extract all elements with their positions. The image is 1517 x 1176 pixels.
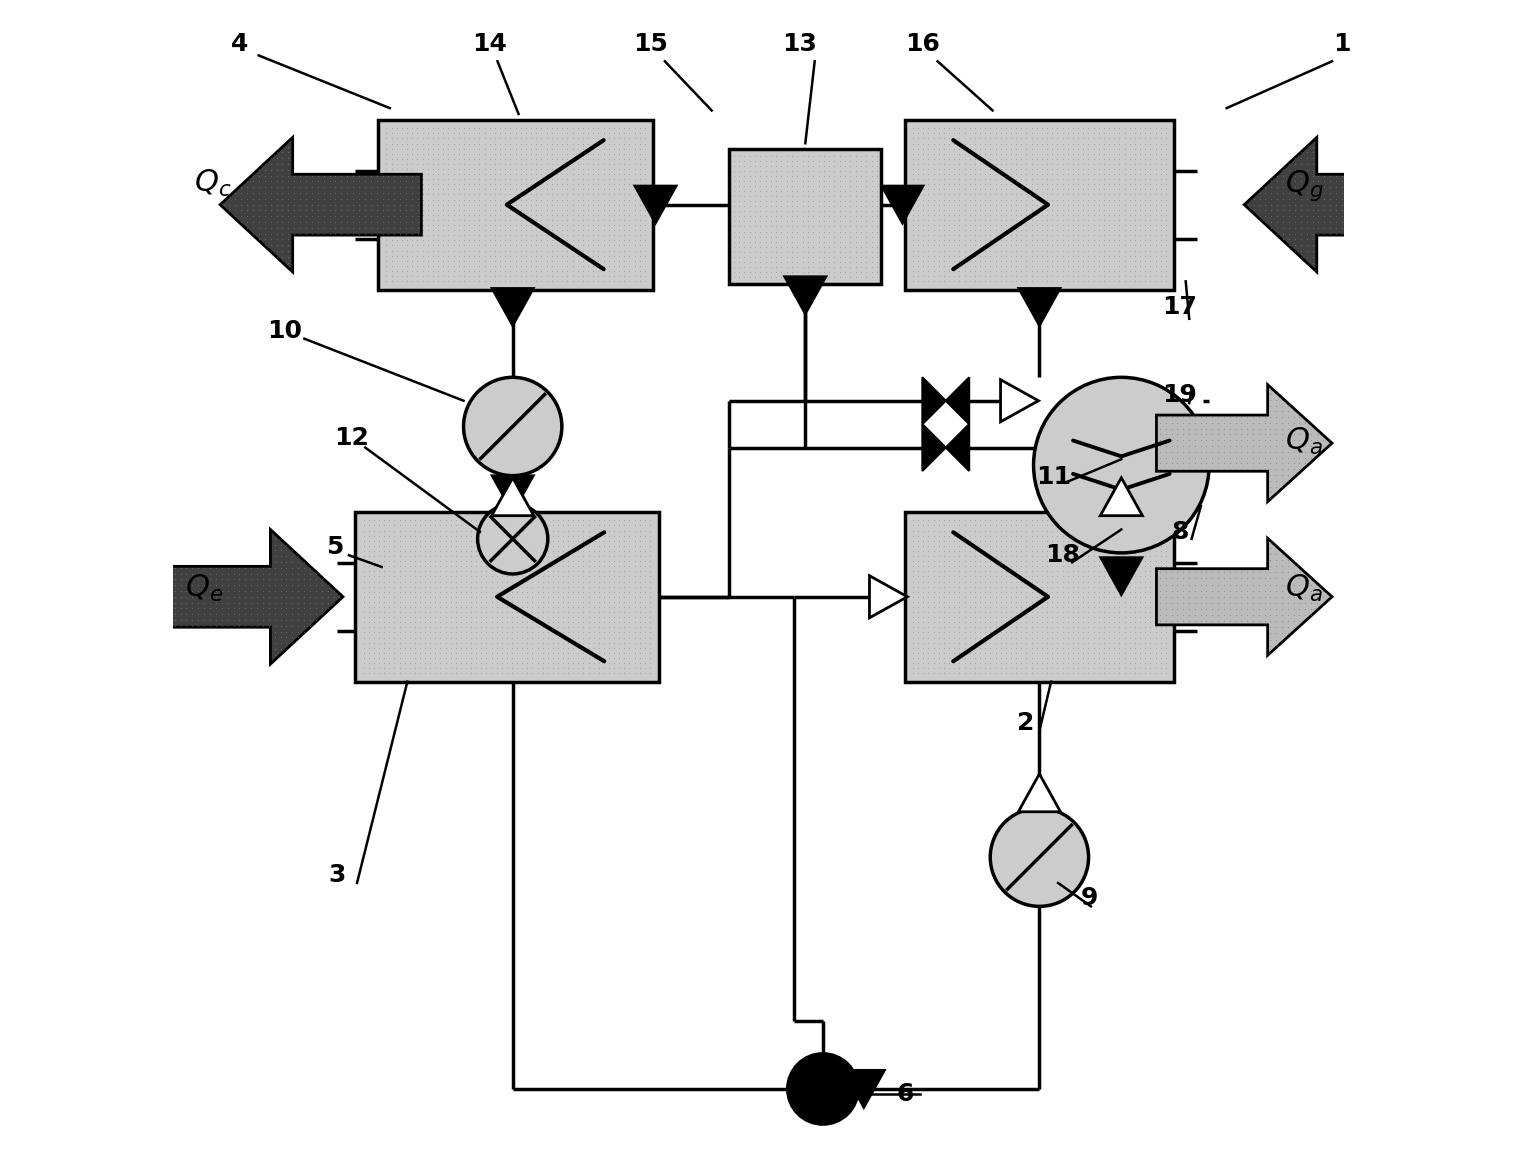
Text: 10: 10 (267, 319, 302, 342)
Polygon shape (1100, 557, 1142, 595)
Bar (904, 512, 1174, 682)
Polygon shape (869, 576, 907, 617)
Text: 5: 5 (326, 535, 343, 559)
Polygon shape (1100, 477, 1142, 515)
Circle shape (1033, 377, 1209, 553)
Text: 12: 12 (334, 426, 369, 450)
Text: 4: 4 (231, 32, 249, 55)
Circle shape (478, 503, 548, 574)
Polygon shape (492, 475, 534, 514)
Polygon shape (1244, 138, 1446, 272)
Text: 15: 15 (634, 32, 669, 55)
Circle shape (464, 377, 561, 475)
Text: 11: 11 (1036, 465, 1071, 489)
Bar (730, 149, 881, 283)
Polygon shape (843, 1070, 884, 1108)
Text: 1: 1 (1332, 32, 1350, 55)
Polygon shape (492, 477, 534, 515)
Bar (904, 120, 1174, 289)
Polygon shape (922, 377, 945, 425)
Text: 8: 8 (1171, 520, 1188, 543)
Text: 13: 13 (783, 32, 816, 55)
Polygon shape (922, 425, 945, 470)
Text: 2: 2 (1016, 710, 1035, 735)
Text: $Q_g$: $Q_g$ (1285, 168, 1324, 203)
Text: 16: 16 (906, 32, 941, 55)
Text: $Q_a$: $Q_a$ (1285, 574, 1323, 604)
Polygon shape (1018, 288, 1060, 326)
Bar (378, 120, 654, 289)
Polygon shape (1018, 774, 1060, 811)
Text: 14: 14 (472, 32, 507, 55)
Polygon shape (492, 288, 534, 326)
Text: 19: 19 (1162, 383, 1197, 407)
Text: $Q_e$: $Q_e$ (185, 574, 223, 604)
Bar (355, 512, 658, 682)
Polygon shape (1156, 385, 1332, 502)
Text: 9: 9 (1082, 887, 1098, 910)
Text: 18: 18 (1045, 543, 1080, 567)
Polygon shape (1001, 380, 1039, 422)
Circle shape (991, 808, 1089, 907)
Circle shape (787, 1054, 859, 1124)
Polygon shape (634, 186, 677, 223)
Text: $Q_c$: $Q_c$ (194, 168, 232, 200)
Text: $Q_a$: $Q_a$ (1285, 426, 1323, 457)
Polygon shape (945, 377, 969, 425)
Text: 6: 6 (897, 1082, 913, 1105)
Polygon shape (945, 425, 969, 470)
Text: 17: 17 (1162, 295, 1197, 319)
Text: 3: 3 (329, 863, 346, 887)
Polygon shape (141, 529, 343, 664)
Polygon shape (220, 138, 422, 272)
Polygon shape (1156, 539, 1332, 655)
Polygon shape (784, 276, 827, 314)
Polygon shape (881, 186, 924, 223)
